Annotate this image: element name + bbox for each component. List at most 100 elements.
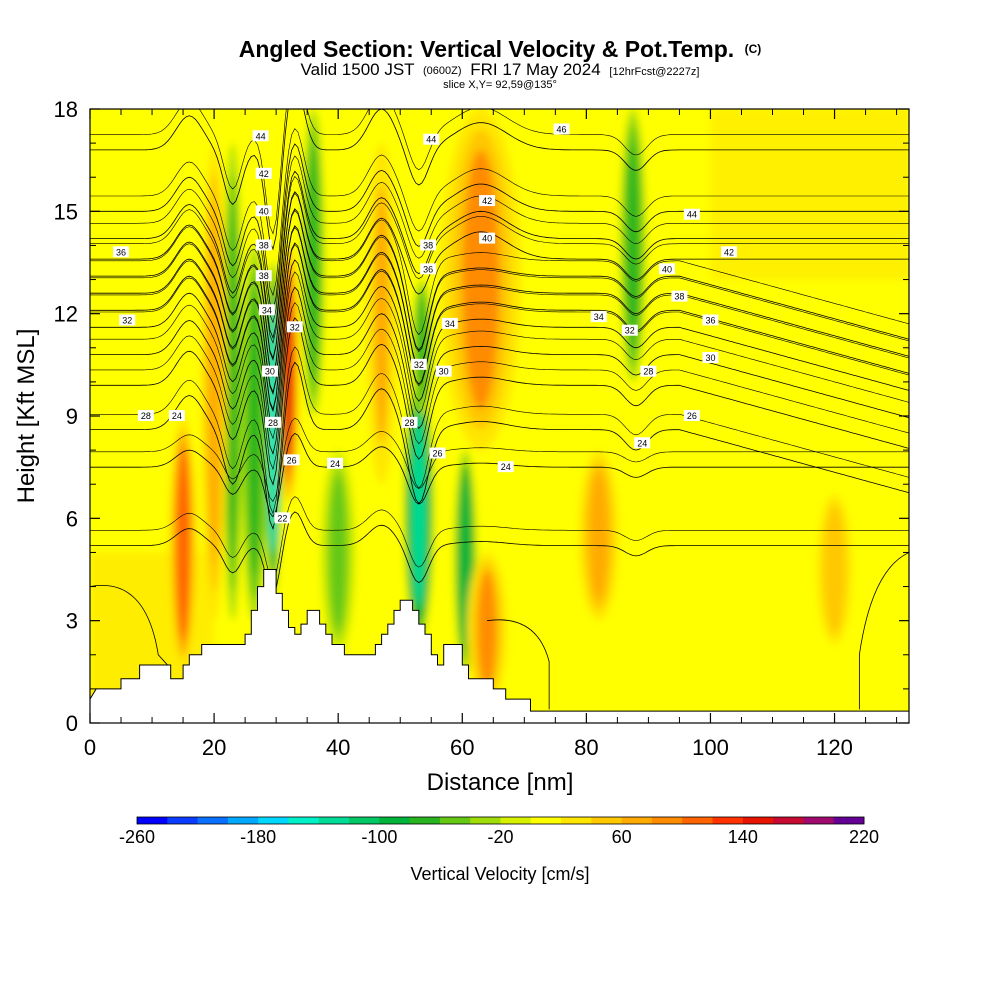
theta-contour-line [90, 155, 909, 324]
contour-label: 44 [423, 133, 440, 145]
contour-label-bg [497, 461, 514, 473]
contour-label-text: 28 [268, 418, 278, 428]
contour-label-bg [258, 304, 275, 316]
contour-label: 28 [401, 416, 418, 428]
contour-label: 34 [441, 317, 458, 329]
colorbar: -260 -180 -100 -20 60 140 220 [119, 816, 879, 847]
x-tick-label: 60 [450, 735, 474, 760]
y-axis-title: Height [Kft MSL] [13, 329, 40, 504]
contour-label-text: 22 [277, 513, 287, 523]
colorbar-swatch [561, 817, 592, 824]
y-tick-label: 3 [66, 609, 78, 634]
contour-label-text: 26 [287, 455, 297, 465]
velocity-cell [308, 145, 319, 380]
theta-contour-line [90, 209, 909, 378]
y-tick-label: 18 [54, 97, 78, 122]
slice-label: slice X,Y= 92,59@135° [443, 79, 557, 91]
velocity-cell [589, 470, 609, 601]
contour-label: 24 [497, 461, 514, 473]
contour-label-bg [255, 239, 272, 251]
contour-label-bg [255, 270, 272, 282]
contour-label: 40 [255, 205, 272, 217]
contour-label-text: 26 [432, 449, 442, 459]
velocity-cell [460, 476, 471, 646]
contour-label-bg [327, 457, 344, 469]
velocity-cell [626, 141, 639, 350]
theta-contour-line [858, 552, 909, 710]
contour-label-bg [683, 410, 700, 421]
theta-contour-line [90, 271, 909, 440]
velocity-cell [176, 446, 190, 642]
contour-label-text: 44 [687, 210, 697, 220]
contour-label: 44 [252, 130, 269, 142]
contour-label-bg [401, 416, 418, 428]
contour-label: 42 [479, 195, 496, 207]
contour-label: 24 [634, 437, 651, 449]
colorbar-swatch [470, 817, 501, 824]
colorbar-swatch [258, 817, 289, 824]
contour-label-text: 38 [259, 271, 269, 281]
contour-label-text: 40 [259, 206, 269, 216]
contour-label-bg [113, 246, 130, 258]
contour-label-text: 28 [141, 411, 151, 421]
colorbar-swatch [167, 817, 199, 824]
contour-label: 38 [671, 290, 688, 302]
contour-label: 24 [168, 410, 185, 421]
contour-label-bg [423, 133, 440, 145]
contour-label: 38 [255, 270, 272, 282]
velocity-cell [412, 412, 426, 608]
contour-label-bg [435, 365, 452, 377]
y-tick-label: 12 [54, 302, 78, 327]
contour-label: 40 [479, 232, 496, 244]
x-tick-label: 80 [574, 735, 598, 760]
contour-label-bg [429, 447, 446, 459]
theta-contour-line [90, 190, 909, 360]
x-tick-label: 100 [692, 735, 729, 760]
contour-label-bg [168, 410, 185, 421]
contour-label-text: 34 [445, 319, 455, 329]
y-tick-label: 0 [66, 711, 78, 736]
theta-contour-line [90, 346, 909, 515]
colorbar-swatch [833, 817, 865, 824]
colorbar-tick-label: 140 [728, 827, 758, 847]
contour-label-bg [553, 123, 570, 135]
contour-label: 32 [286, 321, 303, 333]
theta-contour-line [90, 226, 909, 395]
colorbar-swatch [379, 817, 411, 824]
plot-area: 44 42 40 38 38 34 32 30 28 26 22 36 32 28 24 24 44 38 36 34… [89, 108, 910, 724]
chart-subtitle: Valid 1500 JST (0600Z) FRI 17 May 2024 [… [301, 59, 700, 79]
contour-label-bg [479, 195, 496, 207]
x-tick-label: 20 [202, 735, 226, 760]
y-tick-label: 9 [66, 404, 78, 429]
contour-label-bg [634, 437, 651, 449]
contour-label: 34 [590, 311, 607, 323]
colorbar-swatch [651, 817, 683, 824]
theta-contour-line [90, 496, 909, 581]
contour-label-bg [261, 365, 278, 377]
contour-label-bg [255, 167, 272, 179]
colorbar-swatch [742, 817, 774, 824]
x-axis: 0 20 40 60 80 100 120 [84, 109, 898, 760]
colorbar-title: Vertical Velocity [cm/s] [410, 864, 589, 884]
theta-contour-line [90, 175, 909, 344]
colorbar-swatch [137, 817, 168, 824]
contour-label: 24 [327, 457, 344, 469]
contour-label: 36 [420, 263, 437, 275]
velocity-patch [710, 109, 909, 280]
theta-contour-line [90, 192, 909, 361]
contour-label-bg [621, 324, 638, 336]
contour-label-text: 30 [265, 367, 275, 377]
contour-label-bg [420, 239, 437, 251]
contour-label: 42 [255, 167, 272, 179]
theta-contour-line [90, 259, 909, 428]
colorbar-swatch [439, 817, 471, 824]
contour-label-text: 44 [256, 131, 266, 141]
contour-label-text: 24 [330, 459, 340, 469]
colorbar-tick-label: -260 [119, 827, 155, 847]
colorbar-tick-label: 60 [612, 827, 632, 847]
colorbar-swatch [288, 817, 320, 824]
contour-label-text: 42 [482, 196, 492, 206]
contour-label: 30 [435, 365, 452, 377]
contour-label-text: 36 [116, 247, 126, 257]
